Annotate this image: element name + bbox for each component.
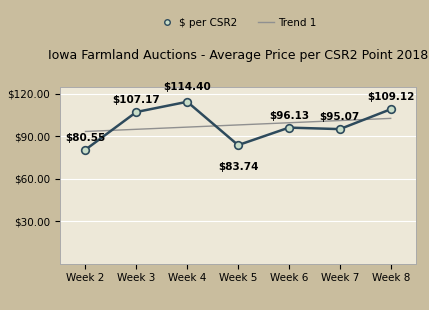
Text: $114.40: $114.40 <box>163 82 211 92</box>
Text: $80.55: $80.55 <box>65 133 106 143</box>
Text: $109.12: $109.12 <box>367 92 414 102</box>
Text: $96.13: $96.13 <box>269 111 309 121</box>
Legend: $ per CSR2, Trend 1: $ per CSR2, Trend 1 <box>155 14 321 32</box>
Text: $107.17: $107.17 <box>112 95 160 105</box>
Title: Iowa Farmland Auctions - Average Price per CSR2 Point 2018: Iowa Farmland Auctions - Average Price p… <box>48 49 428 62</box>
Text: $95.07: $95.07 <box>320 112 360 122</box>
Text: $83.74: $83.74 <box>218 162 258 172</box>
